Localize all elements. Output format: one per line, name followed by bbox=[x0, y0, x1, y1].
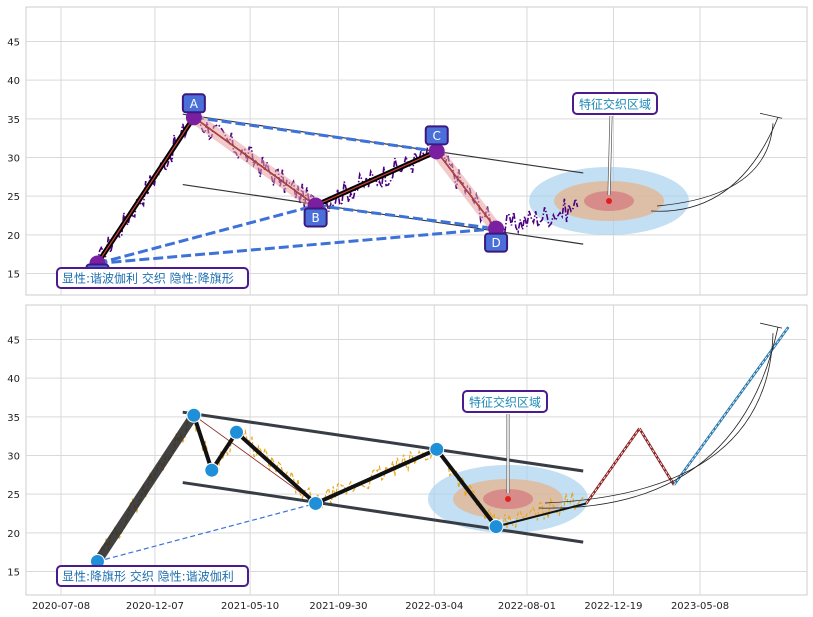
projection-curve bbox=[538, 327, 779, 509]
channel-line bbox=[182, 410, 584, 473]
channel-line bbox=[182, 183, 584, 245]
y-tick-label: 20 bbox=[7, 231, 20, 242]
flag-zigzag-leg bbox=[235, 430, 317, 505]
pivot-marker bbox=[229, 424, 245, 440]
pivot-marker bbox=[429, 441, 445, 457]
x-tick-label: 2022-12-19 bbox=[584, 601, 642, 612]
flag-pole bbox=[93, 412, 198, 564]
feature-zone-center bbox=[505, 496, 511, 502]
point-label-c: C bbox=[433, 129, 441, 143]
annotation-text: 特征交织区域 bbox=[469, 395, 541, 410]
y-tick-label: 20 bbox=[7, 529, 20, 540]
flag-thin-line bbox=[193, 414, 316, 504]
point-label-box bbox=[181, 93, 206, 114]
x-tick-label: 2020-07-08 bbox=[32, 601, 90, 612]
x-tick-label: 2023-05-08 bbox=[671, 601, 729, 612]
y-tick-label: 40 bbox=[7, 76, 20, 87]
pattern-label-text: 显性:谐波伽利 交织 隐性:降旗形 bbox=[62, 271, 234, 286]
harmonic-dashed-line bbox=[193, 115, 437, 153]
projection-leg-inner bbox=[673, 326, 789, 486]
pivot-marker bbox=[488, 519, 504, 535]
point-label-box bbox=[484, 232, 509, 253]
x-tick-label: 2021-05-10 bbox=[221, 601, 279, 612]
y-tick-label: 45 bbox=[7, 38, 20, 49]
point-label-box bbox=[424, 125, 449, 146]
projection-cap bbox=[759, 322, 783, 329]
projection-leg-inner bbox=[639, 428, 675, 486]
annotation-arrow-inner bbox=[608, 115, 612, 196]
harmonic-leg-core bbox=[96, 116, 195, 264]
y-tick-label: 35 bbox=[7, 115, 20, 126]
harmonic-leg-core bbox=[193, 116, 316, 206]
harmonic-dashed-line bbox=[97, 227, 497, 265]
y-tick-label: 35 bbox=[7, 413, 20, 424]
pivot-marker bbox=[308, 495, 324, 511]
projection-curve bbox=[650, 117, 779, 212]
y-tick-label: 30 bbox=[7, 154, 20, 165]
harmonic-leg-core bbox=[315, 150, 437, 206]
pivot-marker bbox=[204, 462, 220, 478]
point-marker-c bbox=[428, 143, 445, 160]
harmonic-dashed-line bbox=[315, 203, 497, 231]
flag-dashed-line bbox=[97, 502, 316, 563]
projection-leg-inner bbox=[585, 428, 640, 504]
panel-top: 15202530354045XABCD特征交织区域显性:谐波伽利 交织 隐性:降… bbox=[7, 6, 808, 296]
annotation-text: 特征交织区域 bbox=[579, 97, 651, 112]
flag-zigzag-leg bbox=[191, 414, 214, 471]
harmonic-dashed-line bbox=[97, 203, 316, 265]
y-tick-label: 45 bbox=[7, 336, 20, 347]
panel-bottom: 15 20 25 30 35 40 45 2020-07-08 2020-12-07 2021-0… bbox=[7, 304, 808, 612]
projection-cap bbox=[759, 112, 783, 119]
pattern-label-box bbox=[56, 565, 249, 587]
x-tick-label: 2021-09-30 bbox=[309, 601, 367, 612]
y-tick-label: 30 bbox=[7, 452, 20, 463]
y-tick-label: 25 bbox=[7, 490, 20, 501]
channel-line bbox=[182, 481, 584, 544]
feature-zone-center bbox=[606, 198, 612, 204]
x-tick-label: 2020-12-07 bbox=[126, 601, 184, 612]
point-label-b: B bbox=[311, 211, 319, 225]
flag-zigzag-leg bbox=[314, 447, 438, 506]
point-label-box bbox=[303, 207, 328, 228]
y-tick-label: 40 bbox=[7, 374, 20, 385]
y-tick-label: 15 bbox=[7, 568, 20, 579]
annotation-box bbox=[572, 92, 658, 115]
point-label-d: D bbox=[491, 236, 500, 250]
projection-curve bbox=[544, 333, 774, 504]
annotation-box bbox=[462, 390, 548, 413]
point-label-a: A bbox=[190, 97, 199, 111]
y-tick-label: 15 bbox=[7, 270, 20, 281]
y-tick-label: 25 bbox=[7, 192, 20, 203]
pivot-marker bbox=[186, 407, 202, 423]
projection-curve bbox=[656, 123, 774, 207]
flag-zigzag-leg bbox=[435, 448, 498, 528]
pattern-label-text: 显性:降旗形 交织 隐性:谐波伽利 bbox=[62, 569, 234, 584]
pattern-label-box bbox=[56, 267, 249, 289]
x-tick-label: 2022-03-04 bbox=[405, 601, 463, 612]
plot-frame bbox=[25, 304, 808, 596]
x-tick-label: 2022-08-01 bbox=[498, 601, 556, 612]
flag-zigzag-leg bbox=[210, 431, 239, 472]
harmonic-leg-core bbox=[436, 150, 497, 230]
